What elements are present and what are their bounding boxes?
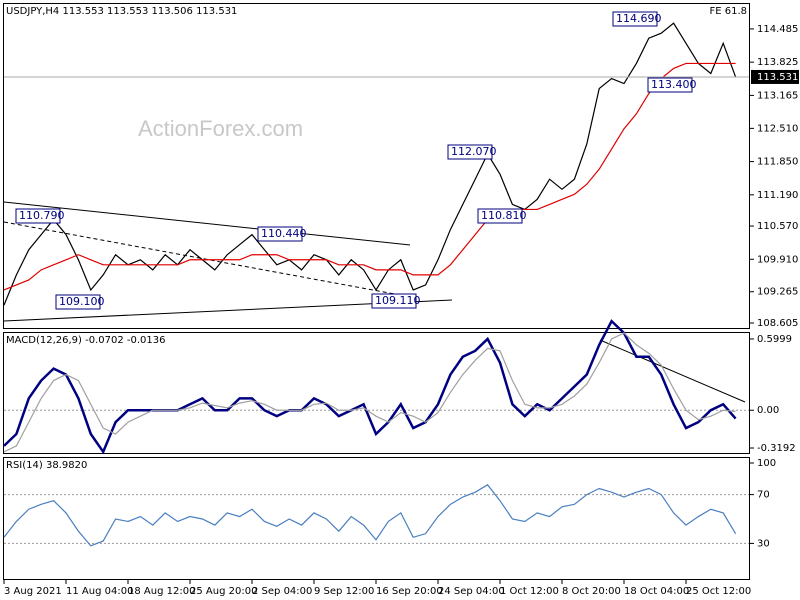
annotation: 114.690 (616, 12, 662, 25)
annotation-box (371, 293, 417, 309)
x-tick-label: 9 Sep 12:00 (314, 586, 374, 597)
annotation-box (612, 11, 658, 27)
y-tick-label: 111.190 (757, 190, 798, 201)
series-line (3, 22, 737, 306)
current-price-label: 113.531 (757, 72, 798, 83)
trendline (3, 201, 411, 246)
x-tick-label: 3 Aug 2021 (4, 586, 62, 597)
y-tick-label: 113.825 (757, 57, 798, 68)
x-tick-label: 24 Sep 04:00 (438, 586, 505, 597)
annotation: 112.070 (451, 145, 497, 158)
y-tick-label: 114.485 (757, 24, 798, 35)
annotation-box (447, 144, 493, 160)
series-line (3, 484, 737, 547)
annotation-box (257, 226, 303, 242)
y-tick-label: 111.850 (757, 157, 798, 168)
y-tick-label: 110.570 (757, 221, 798, 232)
x-tick-label: 8 Oct 20:00 (562, 586, 621, 597)
annotation-box (55, 294, 101, 310)
y-tick-label: 108.605 (757, 318, 798, 329)
x-tick-label: 1 Oct 12:00 (500, 586, 559, 597)
y-tick-label: 109.265 (757, 287, 798, 298)
x-tick-label: 11 Aug 04:00 (66, 586, 133, 597)
series-line (3, 332, 736, 453)
annotation: 110.440 (261, 227, 307, 240)
y-tick-label: 113.165 (757, 90, 798, 101)
annotation-box (477, 208, 523, 224)
y-tick-label: 109.910 (757, 254, 798, 265)
annotation: 110.810 (481, 209, 527, 222)
rsi-panel (3, 457, 750, 580)
annotation: 109.110 (375, 294, 421, 307)
watermark: ActionForex.com (138, 116, 303, 141)
y-tick-label: 100 (757, 458, 776, 469)
corner-label: FE 61.8 (709, 6, 747, 17)
y-tick-label: 112.510 (757, 123, 798, 134)
annotation: 110.790 (19, 209, 65, 222)
panel-title: RSI(14) 38.9820 (6, 460, 87, 471)
annotation-box (647, 77, 693, 93)
x-tick-label: 2 Sep 04:00 (252, 586, 312, 597)
x-tick-label: 25 Aug 20:00 (190, 586, 257, 597)
series-line (3, 62, 736, 291)
annotation: 113.400 (651, 78, 697, 91)
y-tick-label: 0.00 (757, 405, 779, 416)
macd-panel (3, 332, 750, 454)
annotation: 109.100 (59, 295, 105, 308)
x-tick-label: 18 Aug 12:00 (128, 586, 195, 597)
x-tick-label: 25 Oct 12:00 (686, 586, 751, 597)
y-tick-label: -0.3192 (757, 443, 796, 454)
x-tick-label: 16 Sep 20:00 (376, 586, 443, 597)
y-tick-label: 0.5999 (757, 334, 792, 345)
annotation-box (15, 208, 61, 224)
price-panel (3, 3, 750, 329)
y-tick-label: 30 (757, 538, 770, 549)
trendline (599, 339, 746, 403)
panel-title: USDJPY,H4 113.553 113.553 113.506 113.53… (6, 6, 237, 17)
y-tick-label: 70 (757, 490, 770, 501)
panel-title: MACD(12,26,9) -0.0702 -0.0136 (6, 335, 166, 346)
current-price-box (751, 69, 799, 84)
series-line (3, 319, 737, 455)
x-tick-label: 18 Oct 04:00 (624, 586, 689, 597)
